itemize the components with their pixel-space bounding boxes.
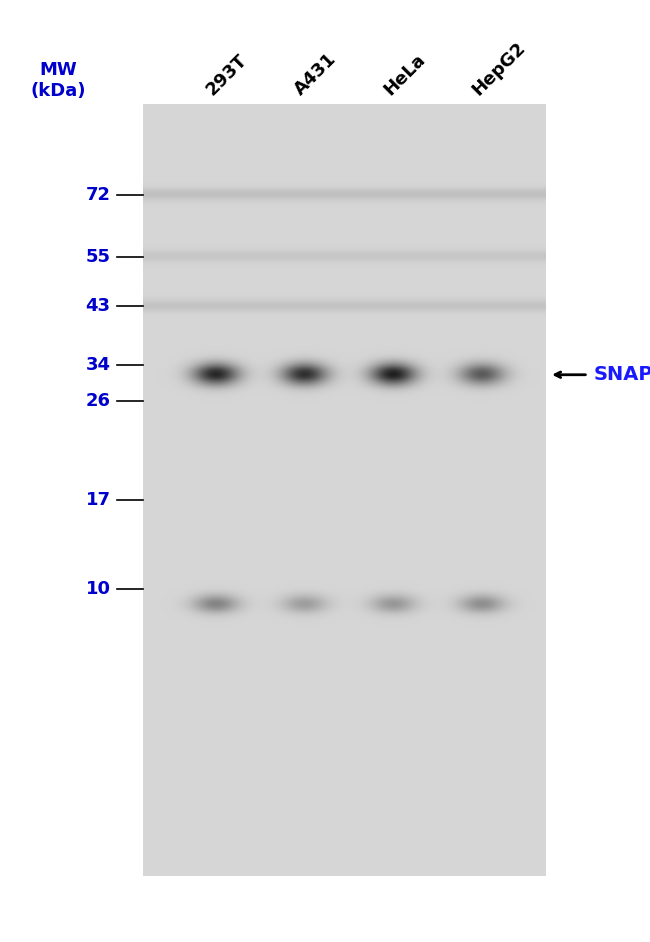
- Text: HeLa: HeLa: [380, 50, 428, 99]
- Text: 26: 26: [86, 392, 110, 410]
- Text: 34: 34: [86, 356, 110, 374]
- Text: A431: A431: [291, 50, 341, 99]
- Text: 72: 72: [86, 186, 110, 203]
- Text: 43: 43: [86, 297, 110, 315]
- Text: 10: 10: [86, 579, 110, 598]
- Text: SNAP29: SNAP29: [593, 365, 650, 384]
- Text: HepG2: HepG2: [469, 39, 529, 99]
- Text: MW
(kDa): MW (kDa): [31, 61, 86, 100]
- Text: 293T: 293T: [203, 51, 251, 99]
- Text: 55: 55: [86, 248, 110, 266]
- Text: 17: 17: [86, 491, 110, 509]
